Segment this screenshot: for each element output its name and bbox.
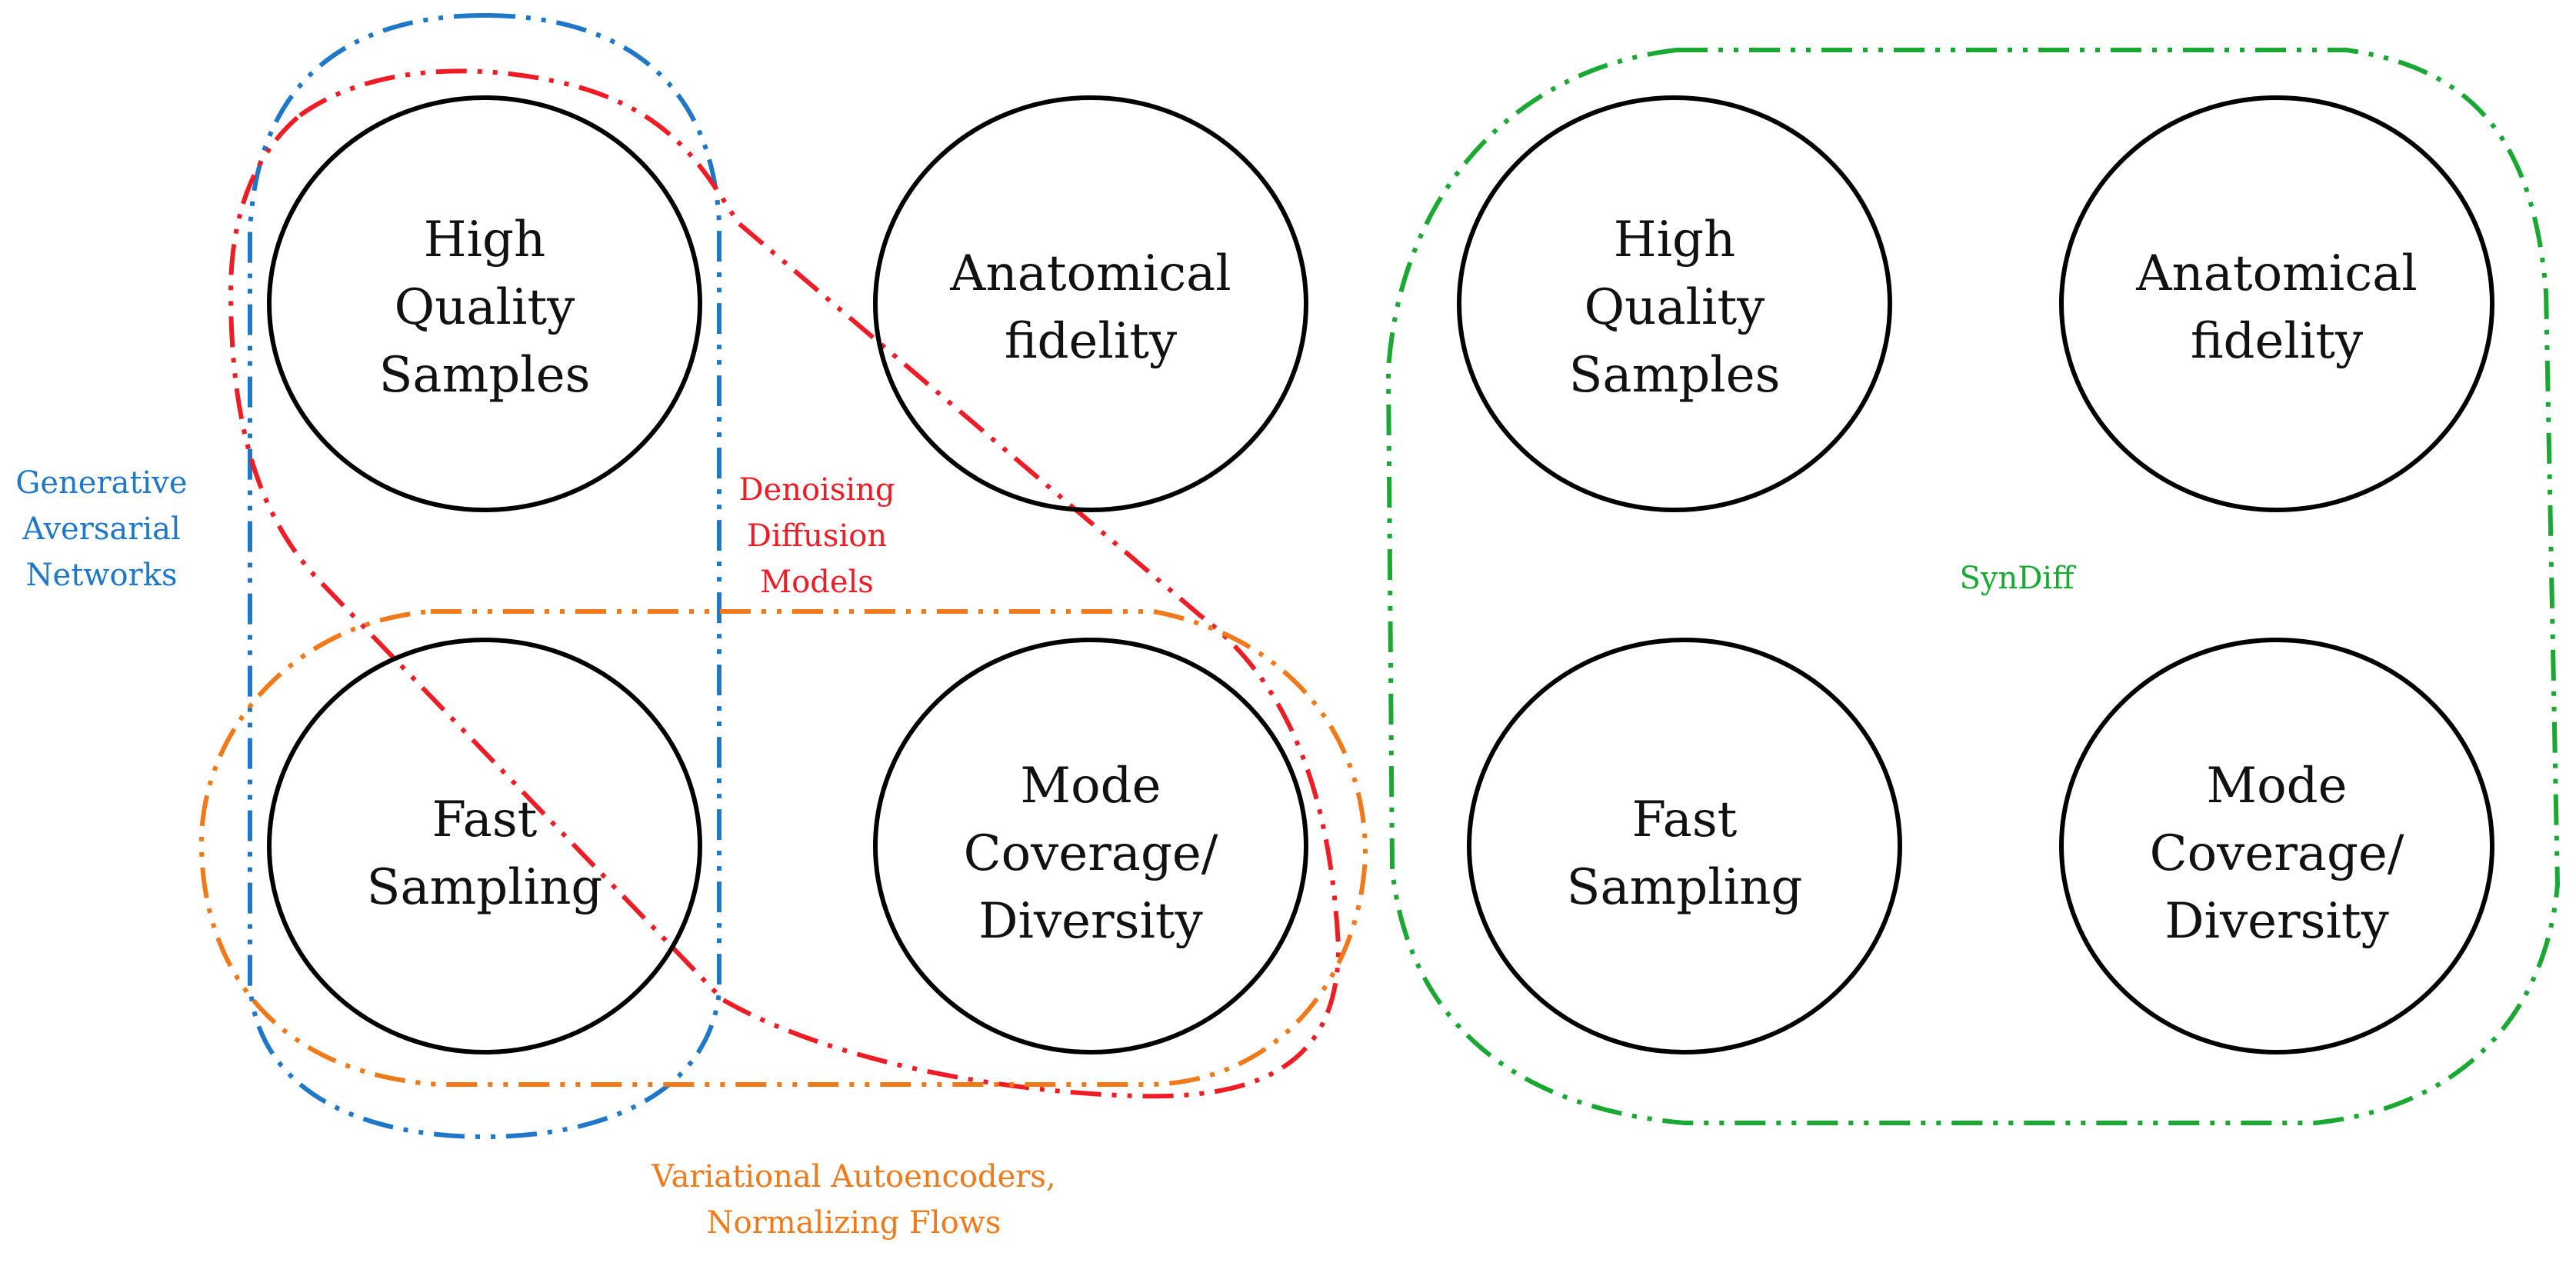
caption-line: Samples: [378, 347, 591, 404]
label-line: SynDiff: [1959, 561, 2074, 596]
syndiff-group-label: SynDiff: [1959, 555, 2074, 601]
caption-line: Samples: [1568, 347, 1781, 404]
circle-high-quality-right: [1457, 95, 1892, 512]
vae-group-label: Variational Autoencoders, Normalizing Fl…: [651, 1154, 1055, 1246]
caption-line: Anatomical: [2136, 245, 2418, 302]
caption-line: Sampling: [366, 859, 603, 916]
caption-line: High: [423, 212, 546, 268]
caption-line: Mode: [1020, 758, 1161, 815]
caption-fast-sampling-left: Fast Sampling: [367, 786, 603, 921]
caption-line: Quality: [1584, 279, 1765, 336]
vae-group-outline: [198, 609, 1368, 1088]
syndiff-group-outline: [1385, 48, 2561, 1125]
label-line: Diffusion: [746, 518, 888, 554]
gan-group-label: Generative Aversarial Networks: [15, 460, 187, 598]
ddm-group-outline: [228, 68, 1341, 1099]
label-line: Variational Autoencoders,: [651, 1159, 1056, 1194]
caption-anatomical-left: Anatomical fidelity: [950, 240, 1231, 375]
caption-line: fidelity: [1004, 313, 1178, 370]
caption-high-quality-right: High Quality Samples: [1569, 206, 1781, 409]
caption-line: Mode: [2206, 758, 2348, 815]
circle-anatomical-left: [873, 95, 1308, 512]
ddm-group-label: Denoising Diffusion Models: [738, 467, 895, 605]
circle-fast-sampling-right: [1467, 638, 1902, 1054]
circle-mode-coverage-left: [873, 638, 1308, 1054]
caption-line: Fast: [432, 791, 538, 848]
caption-fast-sampling-right: Fast Sampling: [1567, 786, 1803, 921]
caption-line: Coverage/: [2149, 825, 2404, 882]
gan-group-outline: [248, 12, 721, 1140]
caption-line: Fast: [1631, 791, 1738, 848]
label-line: Models: [760, 565, 874, 600]
caption-line: Quality: [394, 279, 575, 336]
caption-line: Sampling: [1566, 859, 1803, 916]
caption-anatomical-right: Anatomical fidelity: [2136, 240, 2417, 375]
label-line: Denoising: [738, 472, 895, 508]
caption-line: Anatomical: [950, 245, 1231, 302]
label-line: Generative: [15, 465, 188, 501]
label-line: Normalizing Flows: [706, 1205, 1001, 1241]
label-line: Networks: [25, 558, 178, 593]
circle-anatomical-right: [2059, 95, 2494, 512]
caption-line: fidelity: [2190, 313, 2364, 370]
circle-mode-coverage-right: [2059, 638, 2494, 1054]
circle-high-quality-left: [267, 95, 702, 512]
caption-line: Coverage/: [963, 825, 1218, 882]
circle-fast-sampling-left: [267, 638, 702, 1054]
caption-line: Diversity: [2164, 893, 2389, 950]
caption-line: High: [1613, 212, 1736, 268]
caption-mode-coverage-right: Mode Coverage/ Diversity: [2150, 752, 2404, 955]
caption-mode-coverage-left: Mode Coverage/ Diversity: [964, 752, 1218, 955]
caption-line: Diversity: [978, 893, 1203, 950]
caption-high-quality-left: High Quality Samples: [379, 206, 591, 409]
label-line: Aversarial: [22, 511, 181, 547]
